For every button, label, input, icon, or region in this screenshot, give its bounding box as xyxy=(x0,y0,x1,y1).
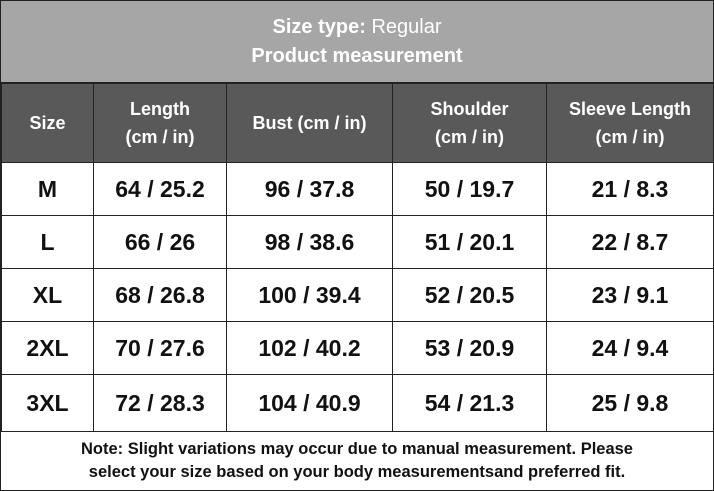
column-header: Length (cm / in) xyxy=(93,83,227,163)
value-cell: 51 / 20.1 xyxy=(392,215,547,269)
table-body: M 64 / 25.2 96 / 37.8 50 / 19.7 21 / 8.3 L 66 … xyxy=(1,162,714,432)
size-type: Size type: Regular xyxy=(1,13,713,41)
value-cell: 21 / 8.3 xyxy=(546,162,714,216)
value-cell: 70 / 27.6 xyxy=(93,321,227,375)
note-line: select your size based on your body meas… xyxy=(88,463,626,481)
subtitle: Product measurement xyxy=(251,45,463,67)
value-cell: 96 / 37.8 xyxy=(226,162,393,216)
size-cell: 3XL xyxy=(1,374,94,432)
size-cell: L xyxy=(1,215,94,269)
table-row: 3XL 72 / 28.3 104 / 40.9 54 / 21.3 25 / 9.8 xyxy=(1,374,714,432)
value-cell: 66 / 26 xyxy=(93,215,227,269)
value-cell: 53 / 20.9 xyxy=(392,321,547,375)
value-cell: 68 / 26.8 xyxy=(93,268,227,322)
value-cell: 23 / 9.1 xyxy=(546,268,714,322)
header-row: Size Length (cm / in) Bust (cm / in) Shoulde… xyxy=(1,83,714,163)
header-line: Shoulder xyxy=(430,99,509,119)
banner: Size type: Regular Product measurement xyxy=(1,1,713,83)
header-line: (cm / in) xyxy=(595,127,665,147)
note-line: Note: Slight variations may occur due to… xyxy=(80,440,633,458)
column-header: Sleeve Length (cm / in) xyxy=(546,83,714,163)
value-cell: 102 / 40.2 xyxy=(226,321,393,375)
column-header: Bust (cm / in) xyxy=(226,83,393,163)
value-cell: 50 / 19.7 xyxy=(392,162,547,216)
value-cell: 52 / 20.5 xyxy=(392,268,547,322)
column-header: Size xyxy=(1,83,94,163)
note: Note: Slight variations may occur due to… xyxy=(1,432,713,484)
value-cell: 24 / 9.4 xyxy=(546,321,714,375)
header-line: Length xyxy=(130,99,190,119)
table-row: L 66 / 26 98 / 38.6 51 / 20.1 22 / 8.7 xyxy=(1,215,714,269)
size-cell: M xyxy=(1,162,94,216)
column-header: Shoulder (cm / in) xyxy=(392,83,547,163)
value-cell: 22 / 8.7 xyxy=(546,215,714,269)
size-type-value: Regular xyxy=(371,16,442,38)
header-line: (cm / in) xyxy=(434,127,504,147)
value-cell: 64 / 25.2 xyxy=(93,162,227,216)
value-cell: 25 / 9.8 xyxy=(546,374,714,432)
size-type-label: Size type: xyxy=(272,16,366,38)
header-line: Size xyxy=(29,113,66,133)
measurement-table: Size Length (cm / in) Bust (cm / in) Shoulde… xyxy=(1,83,714,432)
size-cell: 2XL xyxy=(1,321,94,375)
value-cell: 104 / 40.9 xyxy=(226,374,393,432)
value-cell: 100 / 39.4 xyxy=(226,268,393,322)
value-cell: 54 / 21.3 xyxy=(392,374,547,432)
value-cell: 72 / 28.3 xyxy=(93,374,227,432)
size-cell: XL xyxy=(1,268,94,322)
value-cell: 98 / 38.6 xyxy=(226,215,393,269)
table-row: 2XL 70 / 27.6 102 / 40.2 53 / 20.9 24 / 9.4 xyxy=(1,321,714,375)
table-row: XL 68 / 26.8 100 / 39.4 52 / 20.5 23 / 9.1 xyxy=(1,268,714,322)
header-line: (cm / in) xyxy=(125,127,195,147)
header-line: Sleeve Length xyxy=(568,99,692,119)
table-row: M 64 / 25.2 96 / 37.8 50 / 19.7 21 / 8.3 xyxy=(1,162,714,216)
header-line: Bust (cm / in) xyxy=(252,113,367,133)
